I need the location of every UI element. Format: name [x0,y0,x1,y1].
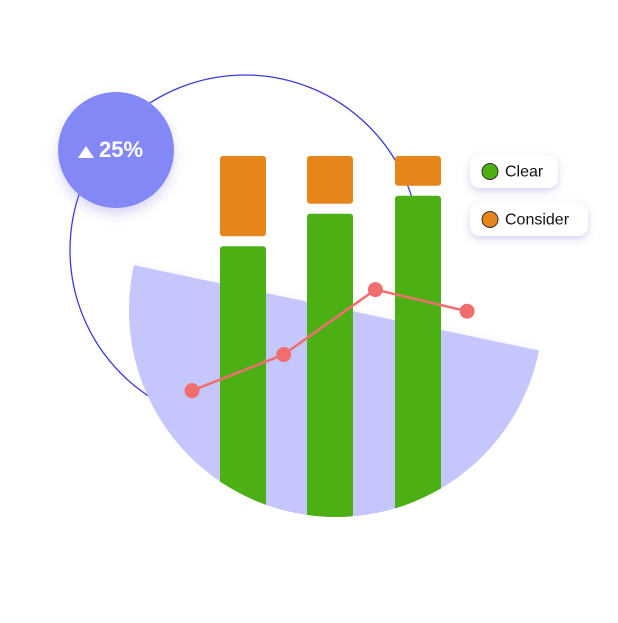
up-arrow [78,146,94,158]
trend-point [184,383,200,399]
legend-label: Clear [505,164,544,181]
trend-point [367,282,383,298]
trend-line [191,288,468,392]
legend-pill [470,203,588,236]
bar-segment [395,156,441,186]
legend-swatch [481,211,499,228]
legend-swatch [481,163,499,180]
bar-segment [307,156,353,204]
trend-point [459,303,475,319]
legend-label: Consider [505,212,570,229]
badge [58,92,174,208]
bar-segment [220,156,266,237]
bar-segment [307,213,353,517]
bar-segment [220,246,266,517]
trend-point [276,347,292,363]
bar-segment [395,195,441,517]
badge-text: 25% [99,137,143,162]
